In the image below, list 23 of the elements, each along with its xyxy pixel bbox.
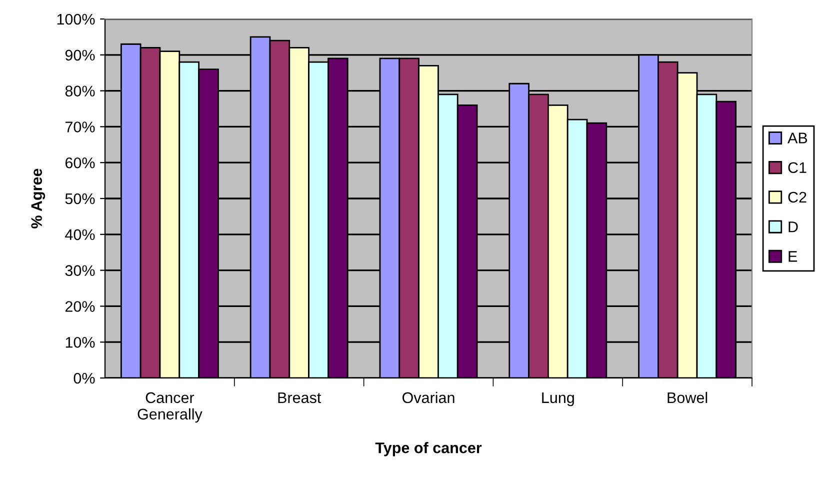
x-tick-label: Breast: [278, 392, 322, 404]
x-axis-title: Type of cancer: [375, 442, 482, 456]
legend-label: C2: [788, 192, 806, 203]
x-tick-label: Bowel: [668, 392, 708, 404]
legend-label: E: [788, 251, 798, 262]
legend-label: AB: [788, 132, 808, 144]
y-tick-label: 40%: [65, 229, 95, 240]
legend-label: C1: [788, 162, 806, 174]
y-tick-label: 10%: [66, 336, 95, 348]
y-tick-label: 100%: [57, 14, 95, 25]
y-tick-label: 50%: [65, 193, 95, 204]
y-tick-label: 90%: [65, 50, 95, 61]
y-tick-label: 80%: [65, 86, 95, 96]
y-tick-label: 0%: [74, 372, 95, 384]
y-tick-label: 70%: [65, 122, 95, 132]
y-tick-label: 20%: [65, 301, 95, 312]
x-tick-label: Lung: [542, 392, 574, 406]
y-tick-label: 60%: [65, 157, 95, 168]
y-axis-title: % Agree: [31, 168, 46, 228]
y-tick-label: 30%: [65, 265, 95, 276]
x-tick-label: Ovarian: [402, 392, 454, 404]
x-tick-label: Cancer Generally: [138, 392, 202, 423]
legend-label: D: [788, 222, 798, 232]
